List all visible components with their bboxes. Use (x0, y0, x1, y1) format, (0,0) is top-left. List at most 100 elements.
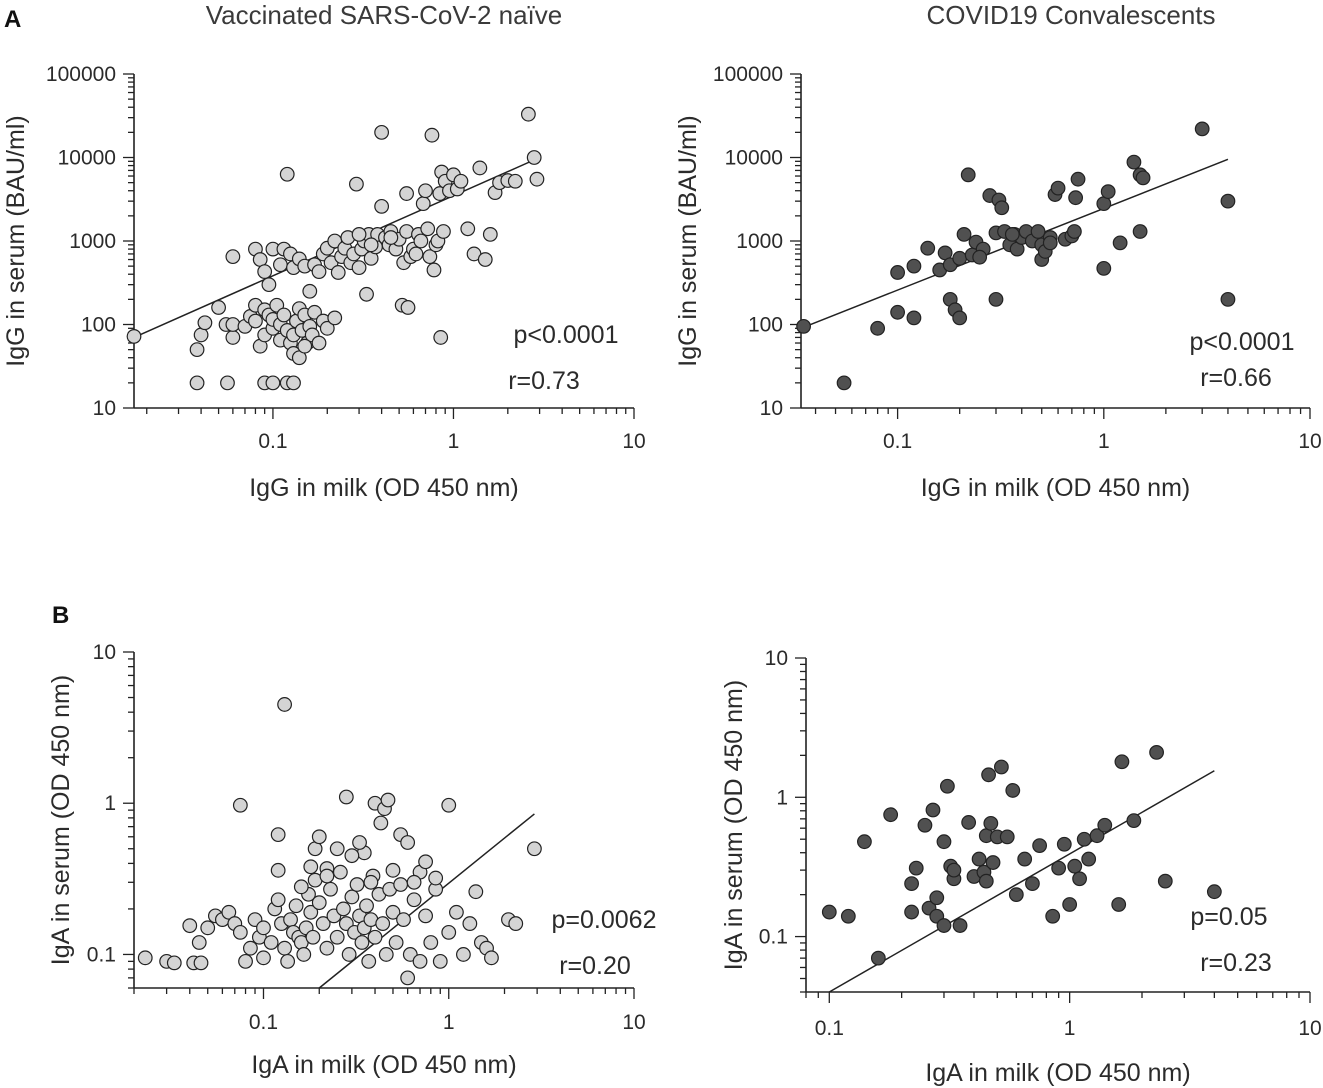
data-point (261, 277, 277, 293)
data-point (329, 929, 345, 945)
data-point (182, 918, 198, 934)
data-point (929, 890, 945, 906)
x-tick-label: 0.1 (883, 430, 912, 453)
data-point (363, 237, 379, 253)
data-point (1149, 745, 1164, 760)
data-point (1135, 170, 1151, 186)
data-point (336, 901, 351, 917)
data-point (385, 904, 401, 920)
data-point (883, 807, 899, 823)
data-point (225, 317, 241, 332)
data-point (939, 778, 955, 794)
data-point (367, 929, 383, 945)
data-point (383, 230, 399, 245)
chart-a-naive: 10 100 1000 10000 100000 0.1 1 10 IgG in milk (O… (2, 63, 646, 502)
data-point (424, 127, 440, 143)
stat-annotation-p: p=0.05 (1190, 903, 1267, 931)
data-point (1005, 783, 1021, 798)
y-tick-label: 100 (81, 314, 116, 337)
x-tick-label: 0.1 (249, 1011, 278, 1034)
data-point (359, 286, 374, 302)
data-point (400, 970, 416, 986)
data-point (225, 330, 241, 345)
x-axis-label: IgG in milk (OD 450 nm) (921, 474, 1191, 502)
data-point (193, 955, 209, 971)
x-tick-label: 10 (1298, 1017, 1321, 1040)
y-tick-label: 0.1 (87, 943, 116, 966)
regression-line (828, 770, 1215, 993)
data-point (529, 171, 545, 187)
data-point (904, 876, 919, 892)
data-point (385, 862, 401, 878)
data-point (836, 375, 852, 391)
x-tick-label: 10 (1298, 430, 1321, 453)
data-point (344, 889, 360, 905)
data-point (1072, 871, 1087, 887)
y-tick-label: 100000 (46, 63, 116, 86)
stat-annotation-r: r=0.73 (508, 367, 580, 395)
data-point (1220, 193, 1236, 209)
data-point (1056, 836, 1072, 852)
data-point (189, 342, 205, 358)
data-point (280, 953, 296, 969)
data-point (352, 835, 367, 850)
y-tick-label: 1 (104, 792, 116, 815)
y-axis-label: IgA in serum (OD 450 nm) (47, 675, 75, 965)
data-point (363, 874, 379, 890)
data-point (243, 940, 258, 956)
data-point (200, 920, 216, 936)
panel-letter-a: A (4, 6, 22, 33)
data-point (961, 815, 977, 830)
data-point (971, 851, 987, 867)
data-point (1100, 184, 1116, 200)
data-point (378, 947, 394, 962)
data-point (441, 797, 457, 813)
data-point (329, 841, 345, 857)
column-title-naive: Vaccinated SARS-CoV-2 naïve (205, 0, 563, 30)
data-point (265, 375, 281, 391)
data-point (449, 904, 464, 920)
data-point (256, 950, 271, 966)
data-point (344, 848, 360, 864)
y-tick-label: 1000 (69, 230, 116, 253)
y-tick-label: 1 (776, 786, 788, 809)
data-point (1126, 813, 1142, 829)
data-point (349, 877, 365, 892)
data-point (936, 834, 952, 850)
panel-letter-b: B (52, 602, 70, 629)
data-point (840, 908, 856, 924)
data-point (1194, 121, 1210, 137)
data-point (126, 329, 142, 344)
data-point (482, 226, 498, 242)
data-point (351, 260, 367, 276)
y-tick-label: 10000 (58, 147, 116, 170)
stat-annotation-r: r=0.66 (1200, 364, 1272, 392)
data-point (1114, 754, 1130, 770)
y-tick-label: 10 (93, 641, 116, 664)
data-point (857, 834, 872, 850)
data-point (952, 310, 968, 326)
data-point (311, 829, 327, 845)
data-point (527, 841, 542, 857)
data-point (276, 307, 292, 323)
data-point (418, 183, 433, 199)
data-point (406, 892, 422, 908)
data-point (1089, 828, 1105, 844)
data-point (375, 916, 391, 931)
data-point (137, 950, 153, 966)
data-point (297, 338, 313, 354)
data-point (393, 877, 409, 892)
y-tick-label: 1000 (736, 230, 783, 253)
data-point (374, 198, 390, 214)
data-point (1112, 235, 1128, 251)
x-tick-label: 1 (443, 1011, 455, 1034)
data-point (270, 892, 286, 908)
data-point (232, 797, 248, 813)
data-point (1066, 224, 1082, 239)
data-point (400, 300, 416, 315)
data-point (351, 226, 367, 242)
data-point (341, 947, 357, 962)
data-point (400, 835, 416, 850)
chart-b-naive: 0.1 1 10 0.1 1 10 IgA in milk (OD 450 nm) IgA i… (47, 641, 656, 1079)
